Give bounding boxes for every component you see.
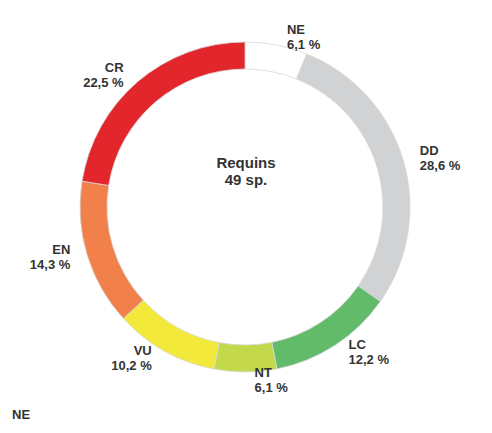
- svg-text:NE: NE: [12, 407, 30, 422]
- svg-text:NT: NT: [255, 365, 272, 380]
- svg-text:VU: VU: [134, 343, 152, 358]
- svg-text:CR: CR: [105, 60, 124, 75]
- svg-text:6,1 %: 6,1 %: [255, 380, 289, 395]
- svg-text:22,5 %: 22,5 %: [83, 75, 124, 90]
- svg-text:10,2 %: 10,2 %: [111, 358, 152, 373]
- svg-text:28,6 %: 28,6 %: [420, 158, 461, 173]
- svg-text:12,2 %: 12,2 %: [349, 352, 390, 367]
- svg-text:6,1 %: 6,1 %: [287, 37, 321, 52]
- svg-text:NE: NE: [287, 22, 305, 37]
- svg-text:14,3 %: 14,3 %: [30, 257, 71, 272]
- svg-text:Requins: Requins: [216, 154, 275, 171]
- svg-text:DD: DD: [420, 143, 439, 158]
- svg-text:49 sp.: 49 sp.: [225, 171, 268, 188]
- svg-text:EN: EN: [52, 242, 70, 257]
- svg-text:LC: LC: [349, 337, 367, 352]
